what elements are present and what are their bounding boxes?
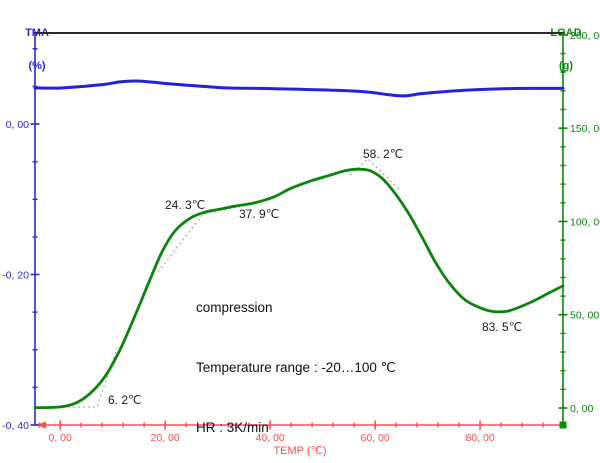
right-axis-title-unit: (g): [558, 60, 574, 72]
load-curve: [33, 79, 565, 98]
x-tick-label: 60, 00: [361, 432, 390, 444]
right-axis-title: LOAD (g): [549, 6, 583, 94]
info-mode: compression: [196, 300, 273, 315]
right-axis-title-name: LOAD: [550, 27, 582, 39]
info-heating-rate: HR : 3K/min: [196, 420, 269, 435]
x-axis-title: TEMP (℃): [273, 445, 327, 457]
right-tick-label: 150, 00: [570, 123, 600, 135]
annotation-peak-58-2c: 58. 2℃: [363, 147, 404, 161]
left-tick-label: -0, 40: [2, 420, 29, 432]
tma-curve: [33, 167, 565, 410]
left-axis-title-unit: (%): [28, 60, 46, 72]
x-axis-start-arrow-icon: [36, 421, 46, 429]
right-tick-label: 100, 00: [570, 216, 600, 228]
annotation-min-83-5c: 83. 5℃: [482, 320, 523, 334]
right-tick-label: 200, 00: [570, 30, 600, 42]
info-temp-range: Temperature range : -20…100 ℃: [196, 360, 396, 375]
x-tick-label: 40, 00: [256, 432, 285, 444]
bottom-right-corner-marker: [559, 421, 567, 429]
measurement-info-box: compression Temperature range : -20…100 …: [196, 258, 396, 463]
right-tick-label: 50, 00: [570, 310, 599, 322]
x-tick-label: 80, 00: [465, 432, 494, 444]
x-tick-label: 0, 00: [49, 432, 73, 444]
left-tick-label: 0, 00: [6, 119, 30, 131]
right-tick-label: 0, 00: [570, 403, 594, 415]
left-tick-label: -0, 20: [2, 270, 29, 282]
x-tick-label: 20, 00: [151, 432, 180, 444]
annotation-24-3c: 24. 3℃: [165, 198, 206, 212]
annotation-onset-6-2c: 6. 2℃: [108, 393, 142, 407]
annotation-37-9c: 37. 9℃: [239, 207, 280, 221]
